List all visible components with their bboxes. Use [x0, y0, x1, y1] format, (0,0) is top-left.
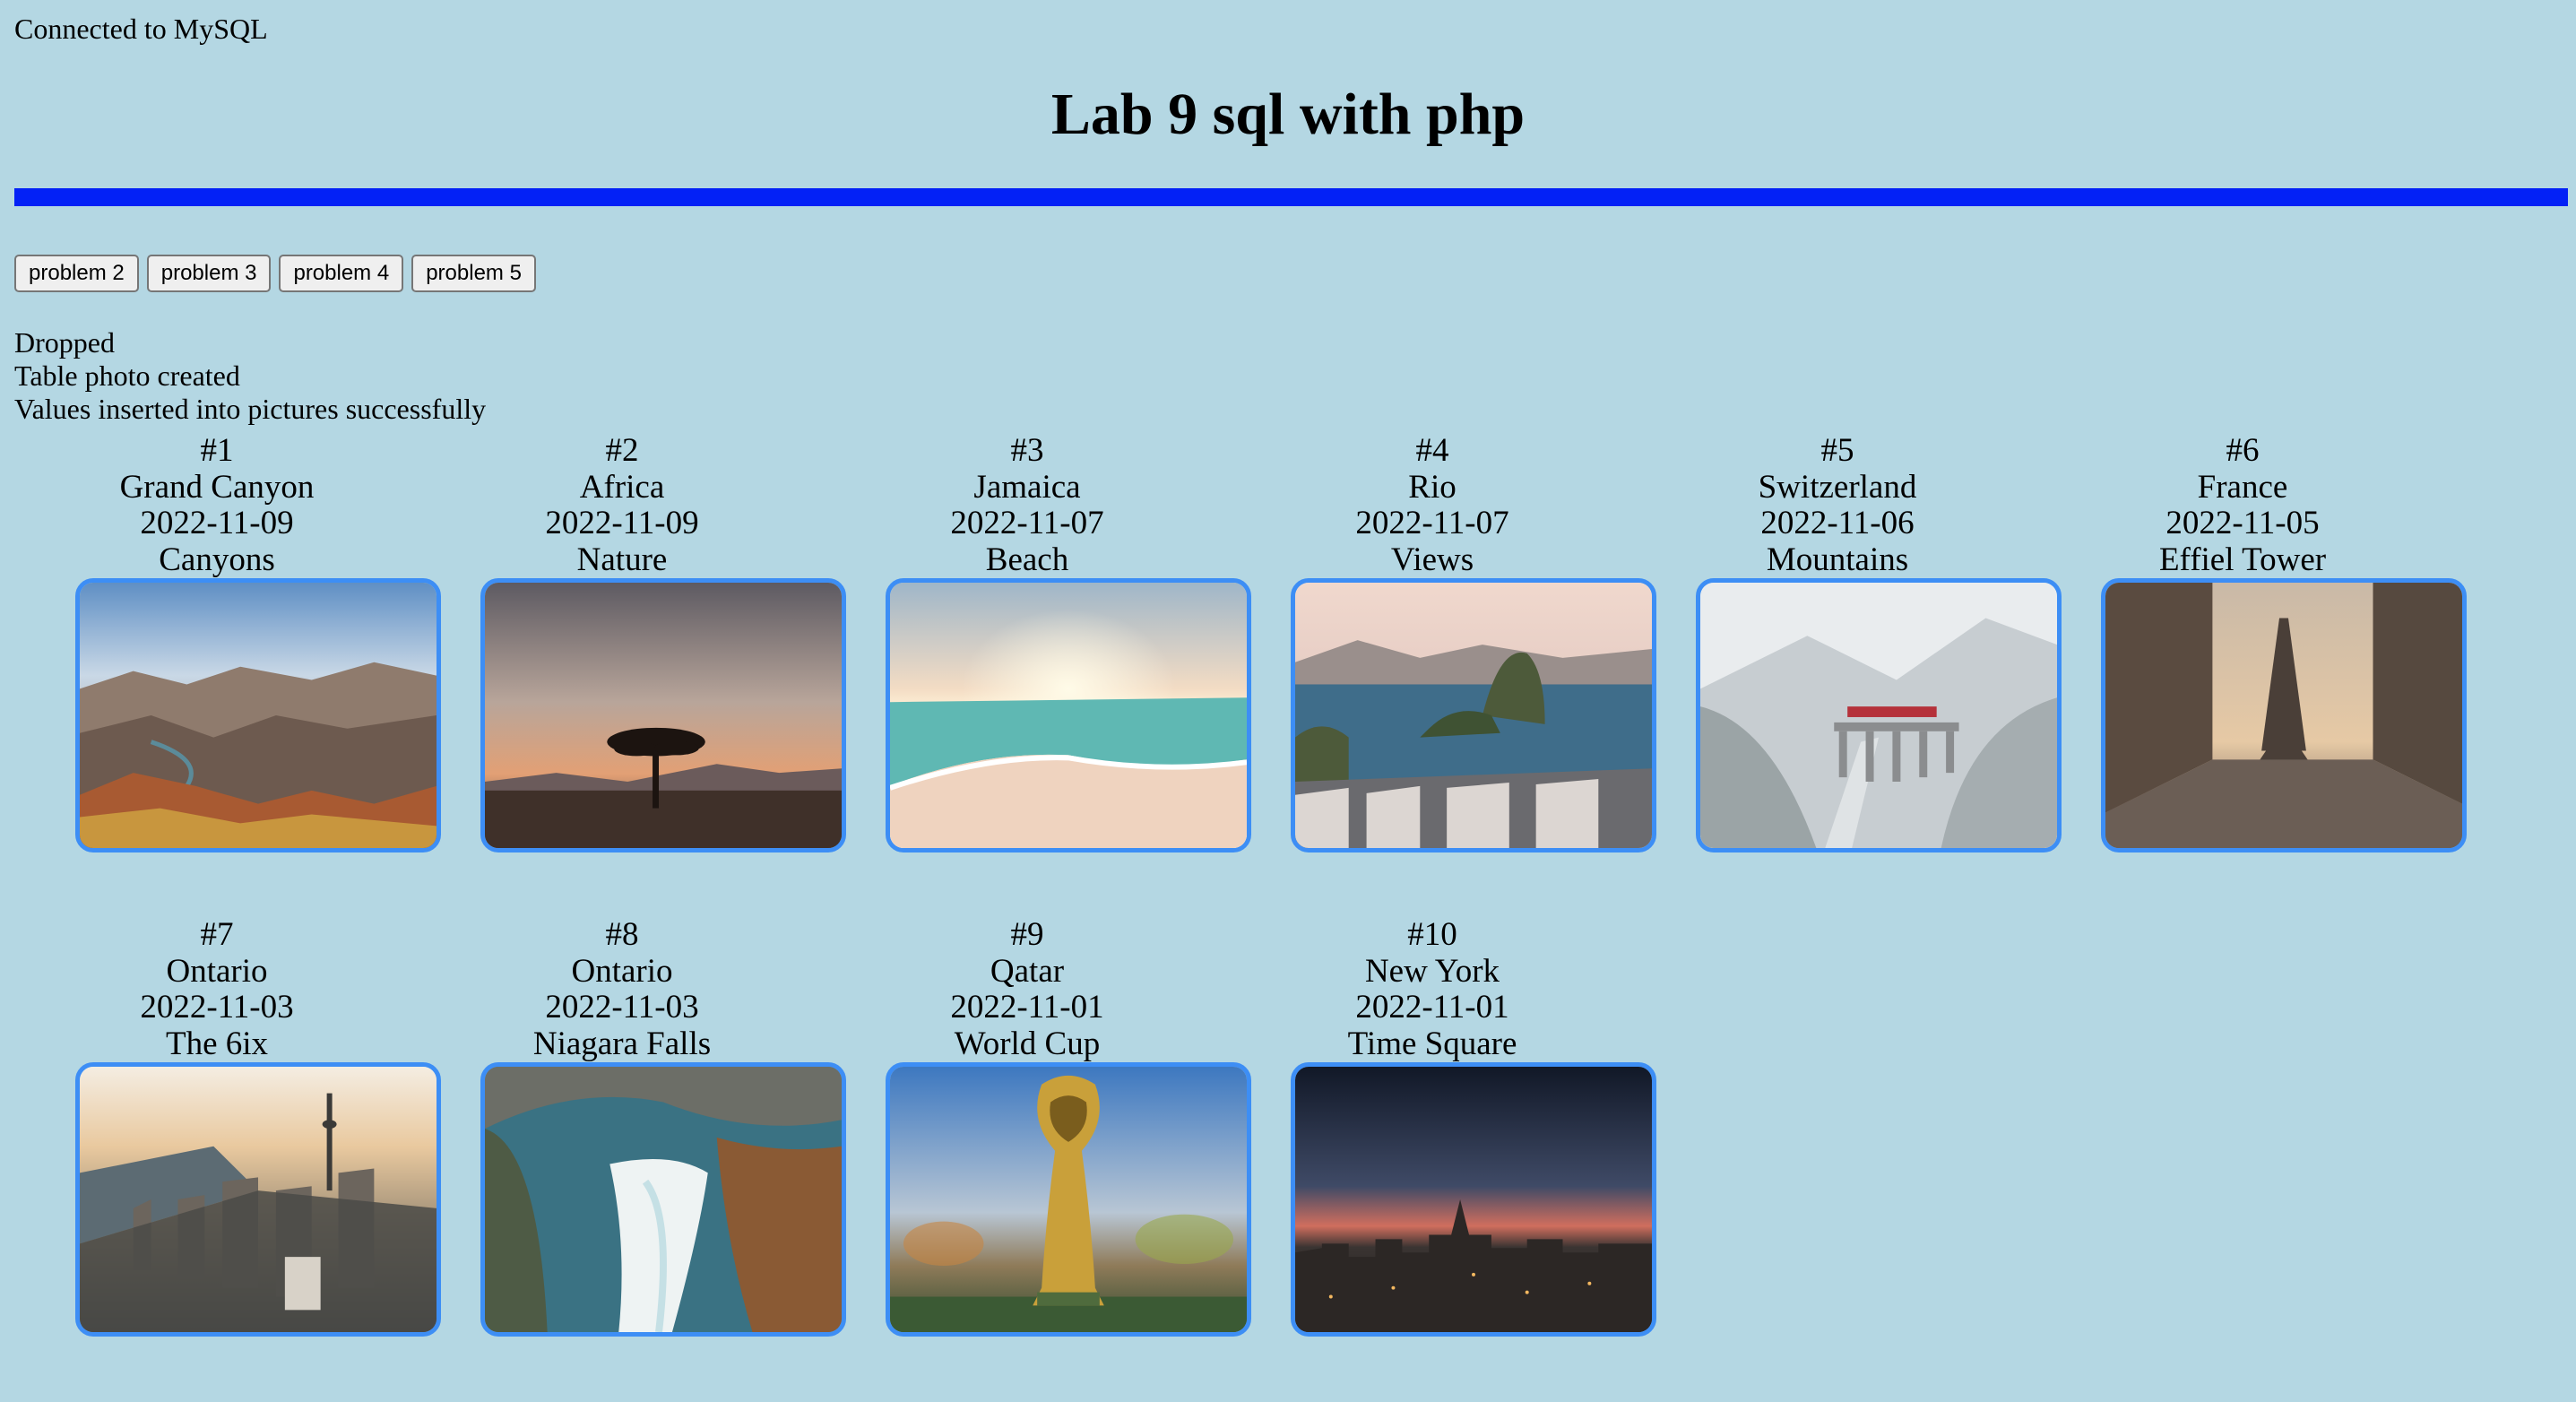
- eiffel-tower-street-photo: [2101, 578, 2467, 852]
- photo-card-6: #6 France 2022-11-05 Effiel Tower: [2063, 432, 2468, 852]
- photo-number: #5: [1820, 432, 1854, 469]
- snowy-viaduct-train-photo: [1696, 578, 2062, 852]
- photo-title: New York: [1364, 952, 1500, 990]
- problem-4-button[interactable]: problem 4: [279, 255, 404, 292]
- photo-tag: Time Square: [1347, 1025, 1517, 1062]
- photo-date: 2022-11-07: [1355, 505, 1509, 541]
- photo-number: #10: [1407, 916, 1457, 953]
- photo-title: Qatar: [990, 952, 1065, 990]
- photo-number: #3: [1010, 432, 1044, 469]
- problem-3-button[interactable]: problem 3: [146, 255, 272, 292]
- photo-date: 2022-11-06: [1760, 505, 1915, 541]
- problem-2-button[interactable]: problem 2: [14, 255, 139, 292]
- photo-card-10: #10 New York 2022-11-01 Time Square: [1253, 916, 1658, 1337]
- photo-card-2: #2 Africa 2022-11-09 Nature: [443, 432, 848, 852]
- photo-date: 2022-11-03: [545, 989, 699, 1026]
- problem-5-button[interactable]: problem 5: [411, 255, 536, 292]
- photo-number: #1: [200, 432, 234, 469]
- horizontal-rule: [14, 188, 2568, 206]
- photo-tag: Views: [1390, 541, 1474, 578]
- photo-number: #8: [605, 916, 639, 953]
- photo-number: #6: [2226, 432, 2260, 469]
- photo-card-9: #9 Qatar 2022-11-01 World Cup: [848, 916, 1253, 1337]
- photo-number: #7: [200, 916, 234, 953]
- photo-title: Ontario: [166, 952, 268, 990]
- problem-buttons: problem 2 problem 3 problem 4 problem 5: [14, 255, 536, 292]
- dropped-message: Dropped: [14, 326, 115, 359]
- photo-card-3: #3 Jamaica 2022-11-07 Beach: [848, 432, 1253, 852]
- photo-date: 2022-11-07: [950, 505, 1104, 541]
- photo-date: 2022-11-09: [545, 505, 699, 541]
- photo-tag: Niagara Falls: [532, 1025, 712, 1062]
- photo-card-7: #7 Ontario 2022-11-03 The 6ix: [38, 916, 443, 1337]
- photo-number: #9: [1010, 916, 1044, 953]
- photo-title: Rio: [1408, 468, 1457, 506]
- photo-card-8: #8 Ontario 2022-11-03 Niagara Falls: [443, 916, 848, 1337]
- photo-card-1: #1 Grand Canyon 2022-11-09 Canyons: [38, 432, 443, 852]
- values-inserted-message: Values inserted into pictures successful…: [14, 393, 487, 425]
- photo-card-5: #5 Switzerland 2022-11-06 Mountains: [1658, 432, 2063, 852]
- photo-title: Africa: [579, 468, 665, 506]
- photo-date: 2022-11-01: [950, 989, 1104, 1026]
- photo-title: Switzerland: [1758, 468, 1917, 506]
- photo-date: 2022-11-05: [2165, 505, 2320, 541]
- photo-title: Grand Canyon: [119, 468, 315, 506]
- page-title: Lab 9 sql with php: [1050, 82, 1526, 147]
- photo-date: 2022-11-01: [1355, 989, 1509, 1026]
- photo-number: #2: [605, 432, 639, 469]
- table-created-message: Table photo created: [14, 359, 240, 392]
- world-cup-trophy-photo: [886, 1062, 1251, 1337]
- connection-status: Connected to MySQL: [14, 13, 268, 45]
- photo-tag: Canyons: [159, 541, 275, 578]
- niagara-falls-aerial-photo: [480, 1062, 846, 1337]
- grand-canyon-photo: [75, 578, 441, 852]
- sugarloaf-mountain-photo: [1291, 578, 1656, 852]
- photo-tag: Effiel Tower: [2158, 541, 2327, 578]
- photo-title: Ontario: [571, 952, 673, 990]
- photo-tag: World Cup: [954, 1025, 1101, 1062]
- beach-sunrise-photo: [886, 578, 1251, 852]
- photo-tag: Nature: [576, 541, 668, 578]
- new-york-dusk-skyline-photo: [1291, 1062, 1656, 1337]
- photo-title: France: [2197, 468, 2288, 506]
- toronto-skyline-photo: [75, 1062, 441, 1337]
- photo-tag: The 6ix: [165, 1025, 269, 1062]
- photo-date: 2022-11-09: [140, 505, 294, 541]
- photo-card-4: #4 Rio 2022-11-07 Views: [1253, 432, 1658, 852]
- photo-number: #4: [1415, 432, 1449, 469]
- savanna-tree-sunset-photo: [480, 578, 846, 852]
- photo-tag: Beach: [985, 541, 1069, 578]
- photo-title: Jamaica: [973, 468, 1081, 506]
- photo-tag: Mountains: [1766, 541, 1909, 578]
- photo-date: 2022-11-03: [140, 989, 294, 1026]
